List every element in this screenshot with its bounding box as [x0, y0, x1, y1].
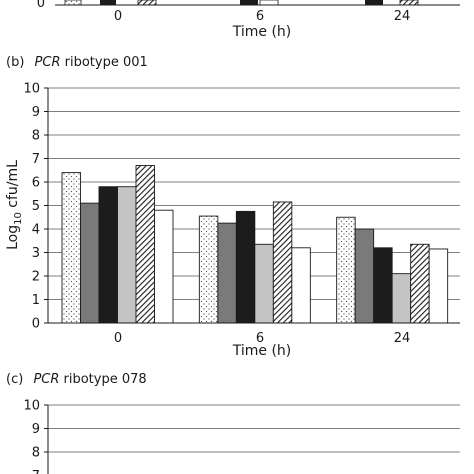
panel-a-bar-fragment-black-2	[240, 0, 258, 5]
panel-a-bar-fragment-dots	[64, 0, 82, 6]
bar-hatch-24	[410, 243, 430, 324]
panel-c-label: (c)	[6, 372, 23, 387]
panel-a-bar-fragment-hatch-1	[137, 0, 157, 6]
panel-b-y-tick-0: 0	[32, 317, 40, 332]
bar-darkgrey-0	[80, 202, 100, 324]
panel-b-y-ticks: 0 1 2 3 4 5 6 7 8 9 10	[23, 82, 48, 332]
panel-c-title-italic: PCR	[33, 372, 59, 387]
panel-b: (b) PCR ribotype 001 0 1 2 3 4 5 6 7 8 9 10 0 6 24…	[5, 55, 460, 359]
bar-darkgrey-6	[217, 222, 237, 324]
panel-b-title: (b) PCR ribotype 001	[6, 55, 148, 70]
panel-c-y-tick-8: 8	[32, 446, 40, 461]
bar-white-24	[428, 248, 449, 324]
panel-b-y-label-suffix: cfu/mL	[5, 160, 21, 212]
panel-a-x-tick-1: 6	[256, 9, 264, 24]
bar-dots-0	[61, 172, 81, 324]
bar-lightgrey-24	[391, 273, 412, 324]
panel-a-bar-fragment-black-1	[100, 0, 116, 5]
bar-darkgrey-24	[354, 228, 375, 324]
panel-b-y-tick-6: 6	[32, 176, 40, 191]
panel-a-y-tick-0: 0	[37, 0, 45, 11]
panel-c-y-tick-7: 7	[32, 469, 40, 474]
panel-b-y-tick-10: 10	[23, 82, 40, 97]
bar-dots-24	[336, 216, 356, 324]
panel-b-title-rest: ribotype 001	[61, 55, 148, 70]
panel-b-x-tick-2: 24	[394, 331, 411, 346]
panel-c: (c) PCR ribotype 078 10 9 8 7	[6, 372, 460, 474]
panel-a-x-tick-2: 24	[394, 9, 411, 24]
panel-b-y-tick-5: 5	[32, 199, 40, 214]
panel-b-y-tick-8: 8	[32, 129, 40, 144]
panel-b-y-label-prefix: Log	[5, 225, 21, 250]
panel-b-x-tick-0: 0	[114, 331, 122, 346]
panel-b-x-tick-1: 6	[256, 331, 264, 346]
panel-b-bars	[61, 165, 449, 324]
panel-a-bar-fragment-white	[259, 0, 279, 6]
panel-b-y-tick-1: 1	[32, 293, 40, 308]
panel-c-gridlines	[48, 404, 460, 453]
panel-b-y-tick-7: 7	[32, 152, 40, 167]
bar-dots-6	[198, 215, 219, 324]
bar-black-24	[373, 247, 393, 324]
bar-lightgrey-6	[254, 243, 274, 324]
panel-b-label: (b)	[6, 55, 24, 70]
panel-a-bar-fragment-black-3	[365, 0, 383, 5]
panel-b-y-axis-label: Log10 cfu/mL	[5, 160, 24, 250]
panel-b-y-tick-9: 9	[32, 105, 40, 120]
panel-a-x-axis-label: Time (h)	[232, 24, 292, 40]
bar-white-6	[291, 247, 311, 324]
panel-a: 0 0 6 24 Time (h)	[37, 0, 460, 40]
panel-a-x-tick-0: 0	[114, 9, 122, 24]
bar-white-0	[154, 209, 174, 324]
bar-black-6	[235, 210, 256, 324]
panel-c-title-rest: ribotype 078	[59, 372, 146, 387]
panel-b-y-tick-2: 2	[32, 270, 40, 285]
bar-hatch-0	[135, 165, 155, 324]
panel-b-title-italic: PCR	[35, 55, 61, 70]
panel-b-x-axis-label: Time (h)	[232, 343, 292, 359]
panel-c-y-ticks: 10 9 8 7	[23, 399, 48, 474]
panel-a-bar-fragment-hatch-3	[399, 0, 419, 6]
bar-lightgrey-0	[117, 186, 137, 324]
panel-c-y-tick-9: 9	[32, 422, 40, 437]
bar-black-0	[98, 186, 118, 324]
panel-c-title: (c) PCR ribotype 078	[6, 372, 147, 387]
panel-b-y-tick-3: 3	[32, 246, 40, 261]
panel-b-y-tick-4: 4	[32, 223, 40, 238]
panel-c-y-tick-10: 10	[23, 399, 40, 414]
panel-b-y-label-sub: 10	[13, 212, 24, 225]
bar-hatch-6	[272, 201, 293, 324]
